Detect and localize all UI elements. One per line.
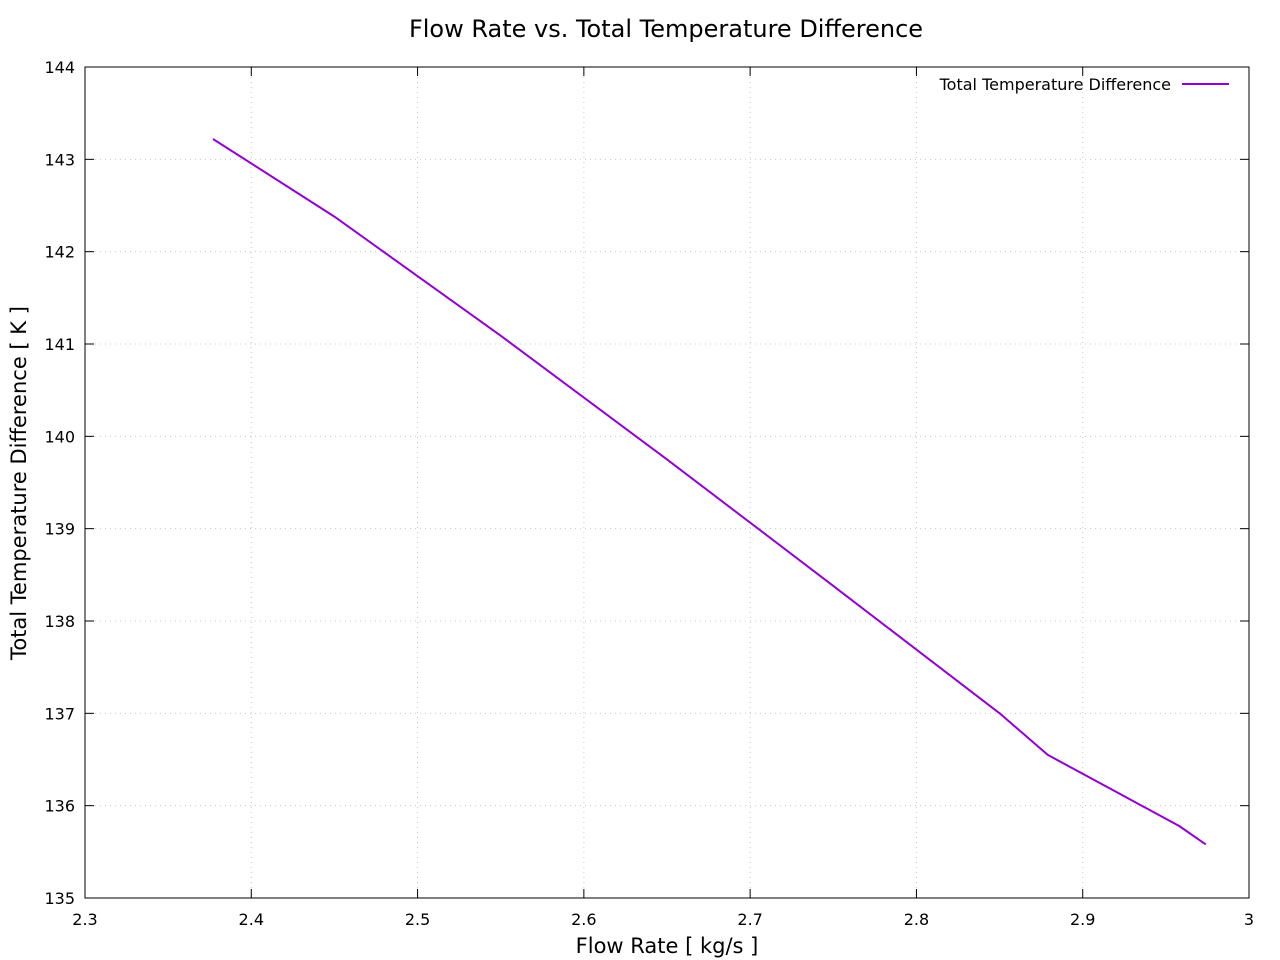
x-axis-label: Flow Rate [ kg/s ] xyxy=(576,934,759,958)
x-tick-label: 2.9 xyxy=(1070,910,1095,929)
x-tick-label: 2.8 xyxy=(904,910,929,929)
series-layer xyxy=(212,138,1207,846)
x-tick-label: 2.5 xyxy=(405,910,430,929)
x-tick-label: 2.6 xyxy=(571,910,596,929)
legend-label: Total Temperature Difference xyxy=(939,75,1171,94)
x-tick-label: 2.7 xyxy=(737,910,762,929)
grid xyxy=(85,67,1249,898)
chart-title: Flow Rate vs. Total Temperature Differen… xyxy=(409,15,923,43)
x-axis-tick-labels: 2.3 2.4 2.5 2.6 2.7 2.8 2.9 3 xyxy=(72,910,1254,929)
series-line xyxy=(212,138,1207,846)
y-axis-label: Total Temperature Difference [ K ] xyxy=(7,306,31,661)
legend: Total Temperature Difference xyxy=(939,75,1229,94)
y-tick-label: 137 xyxy=(44,704,75,723)
y-axis-tick-labels: 135 136 137 138 139 140 141 142 143 144 xyxy=(44,58,75,908)
y-tick-label: 143 xyxy=(44,150,75,169)
y-tick-label: 141 xyxy=(44,335,75,354)
y-tick-label: 144 xyxy=(44,58,75,77)
axis-ticks xyxy=(84,66,1250,899)
y-tick-label: 140 xyxy=(44,427,75,446)
y-tick-label: 135 xyxy=(44,889,75,908)
x-tick-label: 3 xyxy=(1244,910,1254,929)
x-tick-label: 2.3 xyxy=(72,910,97,929)
y-tick-label: 136 xyxy=(44,797,75,816)
y-tick-label: 139 xyxy=(44,520,75,539)
y-tick-label: 138 xyxy=(44,612,75,631)
y-tick-label: 142 xyxy=(44,243,75,262)
plot-frame xyxy=(84,66,1250,899)
x-tick-label: 2.4 xyxy=(239,910,264,929)
